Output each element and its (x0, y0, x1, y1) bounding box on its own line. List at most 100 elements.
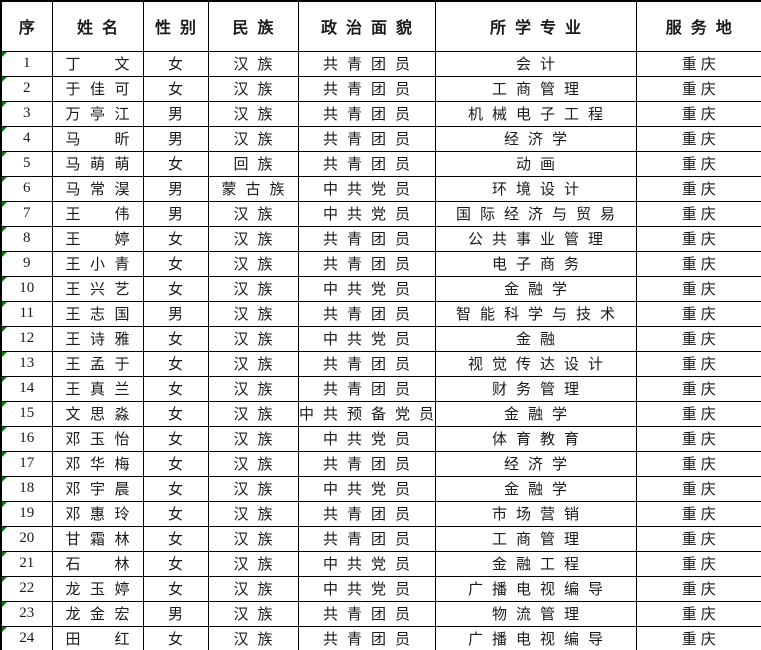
political-status-value: 共青团员 (322, 132, 419, 148)
cell-political-status: 中共党员 (297, 275, 436, 302)
cell-political-status: 共青团员 (297, 150, 436, 177)
cell-seq: 11 (0, 300, 53, 327)
ethnicity-value: 汉族 (233, 282, 282, 298)
table-row: 12 王诗雅 女 汉族 中共党员 金融 重庆 (0, 325, 761, 352)
table-row: 14 王真兰 女 汉族 共青团员 财务管理 重庆 (0, 375, 761, 402)
column-header-label: 姓名 (76, 20, 127, 38)
cell-major: 电子商务 (434, 250, 637, 277)
ethnicity-value: 汉族 (233, 482, 282, 498)
cell-political-status: 中共党员 (297, 425, 436, 452)
table-row: 1 丁文 女 汉族 共青团员 会计 重庆 (0, 50, 761, 77)
ethnicity-value: 汉族 (233, 532, 282, 548)
cell-name: 邓宇晨 (51, 475, 144, 502)
cell-seq: 6 (0, 175, 53, 202)
column-header-ethnicity: 民族 (207, 0, 299, 52)
cell-major: 经济学 (434, 125, 637, 152)
cell-service-location: 重庆 (635, 225, 761, 252)
cell-seq: 2 (0, 75, 53, 102)
cell-major: 公共事业管理 (434, 225, 637, 252)
cell-service-location: 重庆 (635, 400, 761, 427)
major-value: 金融学 (503, 282, 576, 298)
cell-political-status: 中共党员 (297, 475, 436, 502)
green-corner-triangle-icon (2, 177, 7, 182)
location-value: 重庆 (681, 507, 720, 523)
location-value: 重庆 (681, 332, 720, 348)
cell-political-status: 中共党员 (297, 325, 436, 352)
header-row: 序 姓名 性别 民族 政治面貌 所学专业 服务地 (0, 0, 761, 52)
name-value: 王伟 (65, 207, 130, 223)
political-status-value: 共青团员 (322, 257, 419, 273)
cell-gender: 女 (142, 350, 209, 377)
cell-ethnicity: 汉族 (207, 50, 299, 77)
name-value: 于佳可 (65, 82, 130, 98)
seq-value: 19 (19, 505, 35, 521)
location-value: 重庆 (681, 307, 720, 323)
cell-political-status: 共青团员 (297, 125, 436, 152)
name-value: 王真兰 (65, 382, 130, 398)
table-row: 7 王伟 男 汉族 中共党员 国际经济与贸易 重庆 (0, 200, 761, 227)
cell-name: 龙玉婷 (51, 575, 144, 602)
cell-major: 金融学 (434, 400, 637, 427)
major-value: 金融 (515, 332, 564, 348)
cell-service-location: 重庆 (635, 50, 761, 77)
political-status-value: 共青团员 (322, 382, 419, 398)
cell-political-status: 中共党员 (297, 550, 436, 577)
major-value: 会计 (515, 57, 564, 73)
ethnicity-value: 蒙古族 (221, 182, 294, 198)
name-value: 邓惠玲 (65, 507, 130, 523)
cell-gender: 女 (142, 275, 209, 302)
cell-name: 马萌萌 (51, 150, 144, 177)
major-value: 市场营销 (491, 507, 588, 523)
cell-seq: 16 (0, 425, 53, 452)
table-row: 20 甘霜林 女 汉族 共青团员 工商管理 重庆 (0, 525, 761, 552)
cell-political-status: 共青团员 (297, 50, 436, 77)
green-corner-triangle-icon (2, 302, 7, 307)
ethnicity-value: 回族 (233, 157, 282, 173)
cell-gender: 女 (142, 150, 209, 177)
cell-gender: 女 (142, 375, 209, 402)
political-status-value: 中共党员 (322, 432, 419, 448)
gender-value: 女 (167, 332, 192, 348)
cell-ethnicity: 汉族 (207, 275, 299, 302)
location-value: 重庆 (681, 132, 720, 148)
cell-gender: 女 (142, 225, 209, 252)
cell-major: 会计 (434, 50, 637, 77)
political-status-value: 中共党员 (322, 207, 419, 223)
location-value: 重庆 (681, 357, 720, 373)
seq-value: 15 (19, 405, 35, 421)
cell-ethnicity: 汉族 (207, 600, 299, 627)
seq-value: 22 (19, 580, 35, 596)
green-corner-triangle-icon (2, 252, 7, 257)
cell-major: 广播电视编导 (434, 625, 637, 650)
name-value: 王小青 (65, 257, 130, 273)
cell-major: 动画 (434, 150, 637, 177)
cell-gender: 女 (142, 525, 209, 552)
cell-name: 龙金宏 (51, 600, 144, 627)
major-value: 经济学 (503, 132, 576, 148)
cell-ethnicity: 汉族 (207, 525, 299, 552)
cell-ethnicity: 汉族 (207, 350, 299, 377)
location-value: 重庆 (681, 631, 720, 648)
cell-gender: 男 (142, 125, 209, 152)
cell-service-location: 重庆 (635, 200, 761, 227)
major-value: 动画 (515, 157, 564, 173)
gender-value: 女 (167, 631, 192, 648)
political-status-value: 共青团员 (322, 57, 419, 73)
location-value: 重庆 (681, 557, 720, 573)
cell-service-location: 重庆 (635, 150, 761, 177)
location-value: 重庆 (681, 607, 720, 623)
major-value: 环境设计 (491, 182, 588, 198)
cell-political-status: 共青团员 (297, 600, 436, 627)
location-value: 重庆 (681, 107, 720, 123)
table-row: 21 石林 女 汉族 中共党员 金融工程 重庆 (0, 550, 761, 577)
cell-name: 王兴艺 (51, 275, 144, 302)
seq-value: 13 (19, 355, 35, 371)
cell-ethnicity: 汉族 (207, 125, 299, 152)
location-value: 重庆 (681, 582, 720, 598)
name-value: 丁文 (65, 57, 130, 73)
seq-value: 23 (19, 605, 35, 621)
cell-seq: 4 (0, 125, 53, 152)
name-value: 王兴艺 (65, 282, 130, 298)
cell-ethnicity: 汉族 (207, 450, 299, 477)
